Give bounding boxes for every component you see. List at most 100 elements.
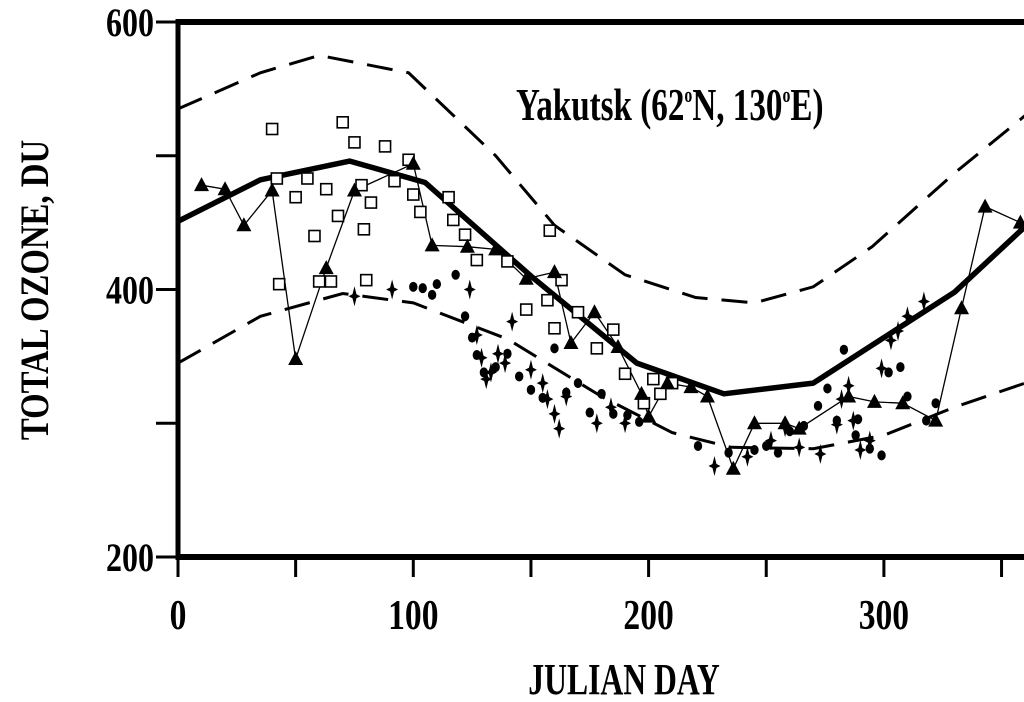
star-marker — [847, 410, 860, 431]
star-marker — [842, 375, 855, 396]
circle-marker — [931, 398, 940, 409]
square-marker — [442, 190, 455, 204]
circle-marker — [773, 447, 783, 458]
triangle-marker — [405, 155, 421, 170]
square-marker — [571, 305, 585, 319]
star-marker — [475, 347, 488, 368]
lower-dashed-line — [177, 291, 1024, 451]
square-marker — [519, 303, 533, 316]
star-marker — [830, 414, 843, 435]
star-marker — [917, 291, 930, 312]
triangle-marker — [586, 304, 602, 319]
square-marker — [548, 321, 561, 335]
star-marker — [541, 389, 554, 410]
square-marker — [618, 367, 632, 381]
circle-marker — [634, 416, 644, 427]
triangle-marker — [746, 415, 762, 430]
triangle-series-line — [201, 162, 1021, 471]
star-marker — [463, 279, 476, 300]
circle-marker — [460, 311, 470, 322]
circle-marker — [851, 430, 860, 441]
circle-marker — [418, 283, 427, 294]
triangle-marker — [699, 388, 715, 403]
star-marker — [560, 386, 573, 407]
square-marker — [357, 223, 371, 236]
triangle-marker — [236, 217, 252, 232]
square-marker — [324, 275, 338, 288]
triangle-marker — [659, 375, 675, 390]
triangle-marker — [725, 460, 741, 475]
triangle-marker — [895, 395, 911, 410]
square-marker — [312, 275, 326, 288]
triangle-marker — [841, 388, 857, 403]
square-marker — [458, 228, 472, 241]
square-marker — [607, 323, 620, 336]
square-marker — [355, 178, 368, 192]
y-tick-label: 600 — [106, 1, 154, 45]
circle-marker — [724, 447, 733, 458]
star-marker — [901, 306, 914, 327]
circle-marker — [813, 400, 823, 411]
x-tick-label: 200 — [623, 593, 673, 639]
x-axis-label: JULIAN DAY — [528, 656, 720, 702]
square-marker — [388, 174, 401, 188]
series-markers-layer — [194, 116, 1024, 477]
square-marker — [647, 372, 660, 386]
triangle-marker — [518, 270, 534, 285]
star-marker — [814, 444, 827, 465]
star-marker — [470, 324, 483, 345]
circle-marker — [903, 391, 912, 402]
square-marker — [654, 387, 667, 401]
circle-marker — [762, 440, 771, 451]
star-marker — [480, 369, 493, 390]
star-marker — [708, 456, 721, 477]
star-marker — [884, 330, 897, 351]
triangle-marker — [346, 182, 362, 197]
triangle-marker — [683, 379, 699, 394]
triangle-marker — [563, 335, 579, 349]
triangle-marker — [1012, 214, 1024, 229]
square-marker — [331, 209, 345, 223]
star-marker — [863, 430, 876, 451]
circle-marker — [693, 440, 703, 451]
square-marker — [364, 196, 378, 209]
circle-marker — [550, 343, 559, 354]
circle-marker — [839, 344, 849, 355]
triangle-marker — [777, 415, 793, 430]
circle-marker — [409, 281, 418, 292]
circle-marker — [585, 407, 594, 418]
triangle-marker — [546, 264, 562, 279]
square-marker — [270, 172, 284, 185]
star-marker — [506, 311, 519, 332]
triangle-marker — [194, 177, 210, 192]
square-marker — [447, 213, 460, 227]
triangle-marker — [424, 237, 440, 252]
chart-title: Yakutsk (62oN, 130oE) — [516, 79, 824, 131]
star-marker — [524, 359, 537, 380]
circle-marker — [922, 415, 931, 426]
circle-marker — [896, 362, 905, 373]
square-marker — [301, 172, 314, 185]
star-marker — [604, 397, 617, 418]
star-marker — [741, 446, 754, 467]
square-marker — [470, 253, 484, 267]
square-marker — [406, 188, 420, 201]
star-marker — [764, 430, 777, 451]
star-marker — [892, 320, 905, 341]
triangle-marker — [977, 198, 993, 213]
axis-ticks: 200 400 600 0 100 200 300 — [106, 1, 1004, 639]
star-marker — [793, 437, 806, 458]
circle-marker — [823, 383, 832, 394]
square-marker — [414, 205, 427, 219]
triangle-marker — [954, 300, 970, 315]
chart-title-group: Yakutsk (62oN, 130oE) — [516, 79, 824, 131]
star-marker — [875, 358, 888, 379]
star-marker — [492, 343, 505, 364]
triangle-marker — [459, 238, 475, 253]
triangle-marker — [610, 339, 626, 354]
square-marker — [543, 224, 557, 237]
upper-dashed-line — [177, 53, 1024, 305]
triangle-marker — [928, 412, 944, 427]
star-marker — [553, 418, 566, 439]
square-marker — [501, 255, 514, 268]
